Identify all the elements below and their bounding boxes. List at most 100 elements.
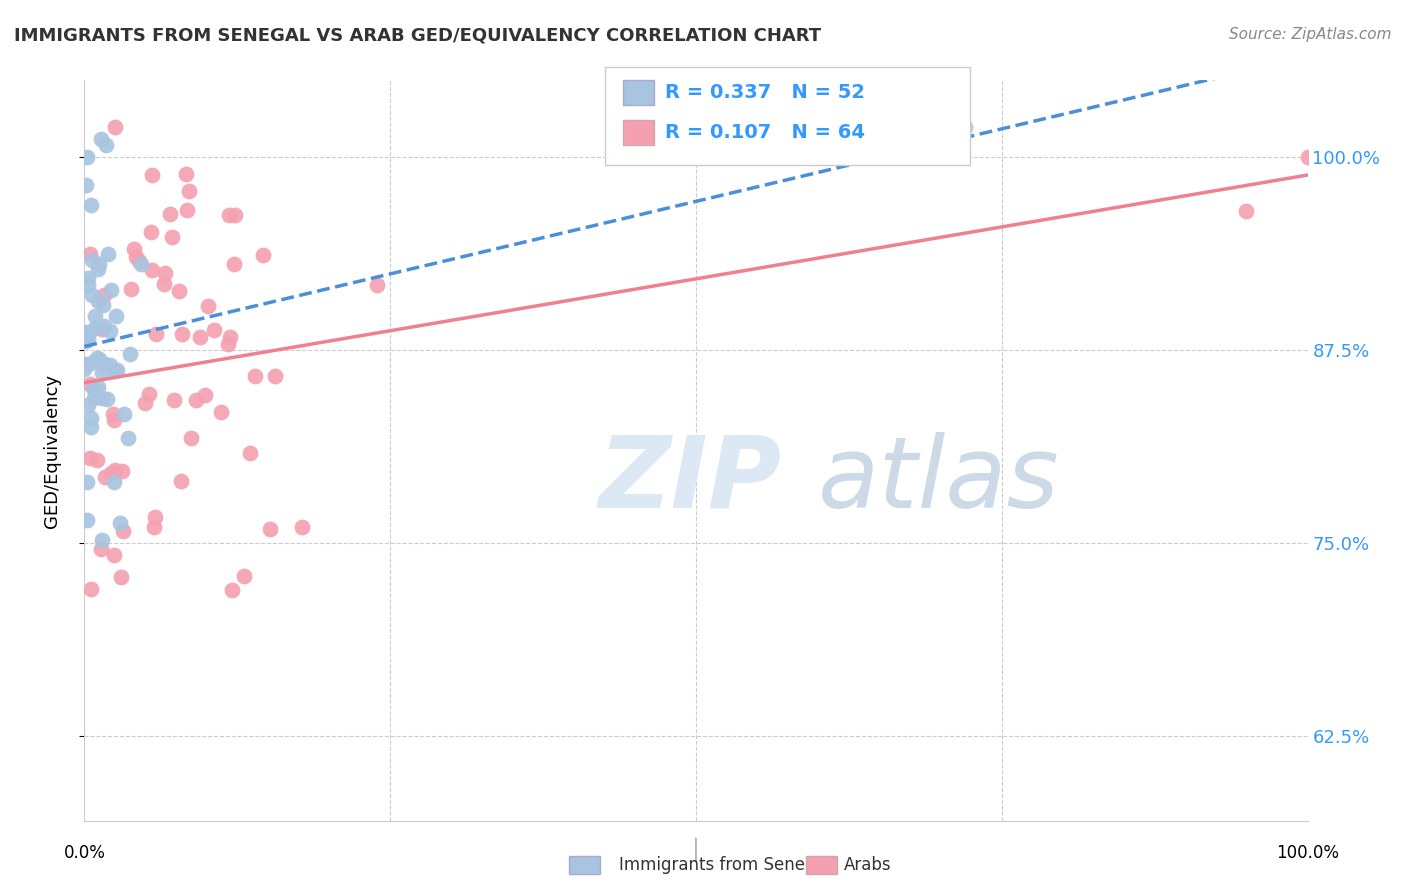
Point	[128, 254, 150, 268]
Point	[125, 250, 148, 264]
Point	[77, 326, 100, 340]
Point	[94, 137, 117, 152]
Point	[94, 357, 117, 371]
Point	[194, 388, 217, 402]
Point	[122, 242, 145, 256]
Point	[82, 253, 104, 268]
Point	[104, 310, 127, 324]
Point	[98, 358, 121, 372]
Point	[259, 522, 281, 536]
Point	[217, 337, 239, 351]
Point	[953, 120, 976, 134]
Point	[202, 322, 225, 336]
Point	[100, 283, 122, 297]
Point	[90, 321, 112, 335]
Point	[1296, 150, 1319, 164]
Text: 100.0%: 100.0%	[1277, 844, 1339, 862]
Point	[79, 450, 101, 465]
Point	[111, 464, 134, 478]
Point	[103, 475, 125, 490]
Point	[93, 319, 115, 334]
Point	[160, 230, 183, 244]
Point	[143, 509, 166, 524]
Point	[100, 466, 122, 480]
Point	[73, 325, 96, 339]
Text: R = 0.107   N = 64: R = 0.107 N = 64	[665, 122, 865, 142]
Point	[108, 516, 131, 531]
Point	[75, 357, 97, 371]
Point	[221, 582, 243, 597]
Point	[86, 351, 108, 365]
Point	[129, 257, 152, 271]
Point	[197, 299, 219, 313]
Point	[93, 288, 115, 302]
Point	[79, 247, 101, 261]
Point	[90, 541, 112, 556]
Y-axis label: GED/Equivalency: GED/Equivalency	[42, 374, 60, 527]
Point	[96, 392, 118, 406]
Point	[104, 364, 127, 378]
Point	[180, 431, 202, 445]
Point	[139, 225, 162, 239]
Point	[188, 329, 211, 343]
Point	[1236, 204, 1258, 219]
Point	[87, 257, 110, 271]
Point	[87, 294, 110, 309]
Point	[103, 548, 125, 562]
Text: ZIP: ZIP	[598, 432, 782, 529]
Point	[110, 570, 132, 584]
Point	[159, 207, 181, 221]
Point	[120, 282, 142, 296]
Point	[105, 363, 128, 377]
Point	[80, 582, 103, 597]
Point	[162, 392, 184, 407]
Point	[170, 326, 193, 341]
Point	[90, 391, 112, 405]
Point	[141, 169, 163, 183]
Point	[141, 263, 163, 277]
Point	[80, 355, 103, 369]
Point	[184, 393, 207, 408]
Point	[252, 248, 274, 262]
Point	[174, 167, 197, 181]
Point	[77, 398, 100, 412]
Point	[104, 120, 127, 134]
Point	[167, 284, 190, 298]
Point	[91, 533, 114, 547]
Point	[179, 185, 201, 199]
Point	[112, 524, 135, 539]
Point	[86, 380, 108, 394]
Point	[209, 405, 232, 419]
Point	[84, 321, 107, 335]
Point	[291, 520, 314, 534]
Text: atlas: atlas	[818, 432, 1060, 529]
Point	[117, 432, 139, 446]
Point	[80, 411, 103, 425]
Point	[101, 407, 124, 421]
Point	[94, 470, 117, 484]
Point	[76, 513, 98, 527]
Point	[80, 419, 103, 434]
Point	[76, 150, 98, 164]
Point	[80, 288, 103, 302]
Point	[79, 376, 101, 391]
Point	[87, 352, 110, 367]
Point	[224, 208, 246, 222]
Text: IMMIGRANTS FROM SENEGAL VS ARAB GED/EQUIVALENCY CORRELATION CHART: IMMIGRANTS FROM SENEGAL VS ARAB GED/EQUI…	[14, 27, 821, 45]
Point	[104, 463, 127, 477]
Point	[239, 446, 262, 460]
Text: 0.0%: 0.0%	[63, 844, 105, 862]
Point	[73, 361, 96, 376]
Point	[232, 568, 254, 582]
Point	[143, 519, 166, 533]
Point	[91, 298, 114, 312]
Point	[245, 368, 267, 383]
Point	[91, 366, 114, 380]
Point	[138, 387, 160, 401]
Point	[97, 247, 120, 261]
Point	[112, 407, 135, 421]
Point	[82, 381, 104, 395]
Point	[80, 198, 103, 212]
Point	[90, 132, 112, 146]
Point	[98, 324, 121, 338]
